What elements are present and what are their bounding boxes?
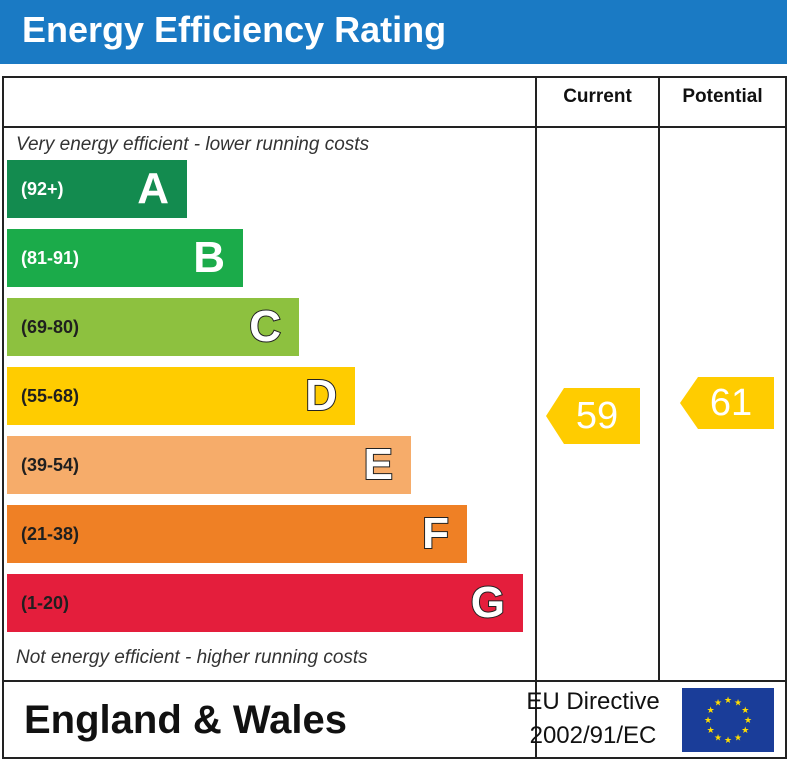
potential-column-header: Potential <box>682 86 763 107</box>
top-caption: Very energy efficient - lower running co… <box>16 134 370 155</box>
bottom-caption: Not energy efficient - higher running co… <box>16 647 368 668</box>
rating-band-b: (81-91) B <box>7 229 243 287</box>
rating-band-c: (69-80) C <box>7 298 299 356</box>
star-icon: ★ <box>707 706 715 716</box>
potential-rating-value: 61 <box>709 382 753 424</box>
divider-current <box>535 78 537 757</box>
star-icon: ★ <box>741 706 749 716</box>
band-range-label: (55-68) <box>21 386 80 406</box>
band-range-label: (39-54) <box>21 455 80 475</box>
star-icon: ★ <box>741 726 749 736</box>
star-icon: ★ <box>724 736 732 746</box>
rating-band-d: (55-68) D <box>7 367 355 425</box>
directive-line2: 2002/91/EC <box>529 722 657 749</box>
star-icon: ★ <box>724 696 732 706</box>
current-rating-pointer: 59 <box>546 388 640 444</box>
band-letter: G <box>470 577 506 628</box>
footer-divider <box>4 680 785 682</box>
rating-band-a: (92+) A <box>7 160 187 218</box>
band-range-label: (1-20) <box>21 593 70 613</box>
current-column-header: Current <box>563 86 632 107</box>
band-range-label: (21-38) <box>21 524 80 544</box>
eu-flag-icon: ★ ★★★★★★★★★★★ <box>682 688 774 752</box>
current-rating-value: 59 <box>575 395 619 437</box>
band-letter: A <box>137 164 169 213</box>
band-letter: C <box>248 301 282 352</box>
star-icon: ★ <box>734 699 742 709</box>
star-icon: ★ <box>714 733 722 743</box>
band-range-label: (81-91) <box>21 248 80 268</box>
region-label: England & Wales <box>24 698 348 742</box>
band-letter: B <box>193 233 225 282</box>
pointer-arrow-icon <box>680 377 774 429</box>
star-icon: ★ <box>704 716 712 726</box>
band-letter: E <box>363 439 394 490</box>
directive-line1: EU Directive <box>526 688 660 715</box>
rating-band-e: (39-54) E <box>7 436 411 494</box>
band-letter: F <box>421 508 450 559</box>
band-letter: D <box>304 370 338 421</box>
star-icon: ★ <box>707 726 715 736</box>
header-divider <box>4 126 785 128</box>
pointer-arrow-icon <box>546 388 640 444</box>
band-range-label: (69-80) <box>21 317 80 337</box>
potential-rating-pointer: 61 <box>680 377 774 429</box>
rating-table: Current Potential Very energy efficient … <box>2 76 787 759</box>
page-title: Energy Efficiency Rating <box>22 9 447 50</box>
rating-band-f: (21-38) F <box>7 505 467 563</box>
title-bar: Energy Efficiency Rating <box>0 0 787 64</box>
divider-potential <box>658 78 660 682</box>
star-icon: ★ <box>714 699 722 709</box>
rating-band-g: (1-20) G <box>7 574 523 632</box>
star-icon: ★ <box>744 716 752 726</box>
star-icon: ★ <box>734 733 742 743</box>
band-range-label: (92+) <box>21 179 64 199</box>
